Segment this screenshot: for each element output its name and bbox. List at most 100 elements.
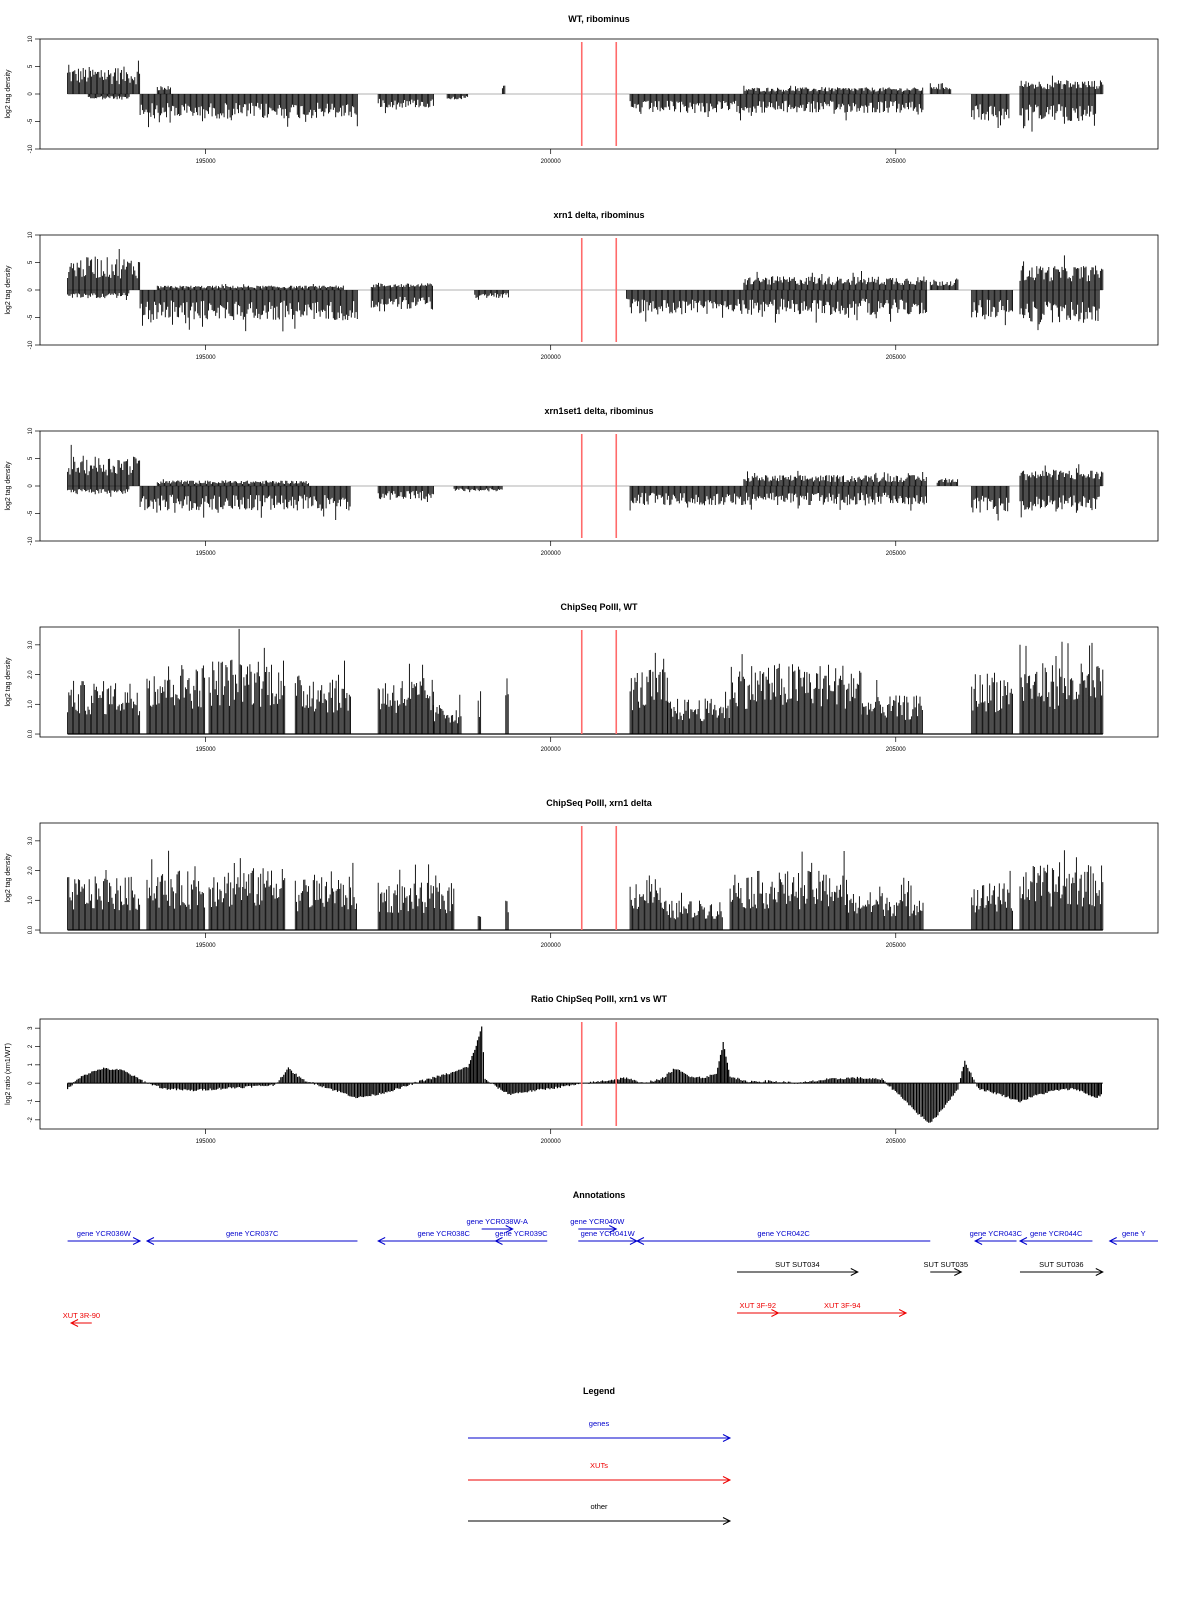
feature-label: gene YCR039C — [495, 1229, 548, 1238]
feature-label: gene YCR043C — [970, 1229, 1023, 1238]
signal-bars — [1019, 486, 1100, 518]
signal-segment — [1019, 486, 1100, 518]
chart-panel-6: Ratio ChipSeq PolII, xrn1 vs WT -2 -1 0 1 2 3 l… — [5, 994, 1159, 1145]
x-tick-label: 195000 — [196, 1139, 217, 1145]
signal-bars — [729, 654, 862, 734]
signal-segment — [660, 892, 723, 930]
chart-title: xrn1set1 delta, ribominus — [544, 406, 653, 416]
arrowhead-icon — [1095, 1268, 1104, 1276]
signal-segment — [370, 290, 433, 312]
x-tick-label: 200000 — [541, 747, 562, 753]
arrowhead-icon — [722, 1476, 732, 1484]
arrowhead-icon — [609, 1225, 618, 1233]
y-tick-label: -10 — [28, 340, 34, 349]
signal-segment — [67, 290, 130, 300]
signal-segment — [1019, 464, 1104, 486]
signal-segment — [629, 94, 924, 121]
x-tick-label: 200000 — [541, 355, 562, 361]
feature-annotation: XUT 3F-94 — [778, 1301, 908, 1317]
signal-bars — [1019, 464, 1104, 486]
y-axis-label: log2 tag density — [5, 69, 12, 119]
x-tick-label: 205000 — [886, 1139, 907, 1145]
signal-bars — [667, 691, 730, 734]
y-tick-label: 0.0 — [28, 729, 34, 738]
signal-segment — [1019, 850, 1104, 930]
signal-segment — [501, 85, 506, 94]
x-tick-label: 200000 — [541, 943, 562, 949]
legend-panel: Legend genes XUTs other — [468, 1386, 732, 1525]
legend-title: Legend — [583, 1386, 615, 1396]
signal-segment — [139, 486, 351, 520]
feature-annotation: gene YCR037C — [145, 1229, 358, 1245]
arrowhead-icon — [850, 1268, 859, 1276]
signal-segment — [377, 864, 455, 930]
signal-segment — [1019, 255, 1104, 290]
signal-segment — [87, 94, 130, 100]
ratio-area — [67, 1026, 1102, 1123]
signal-bars — [377, 864, 455, 930]
feature-label: gene YCR041W — [581, 1229, 636, 1238]
signal-segment — [929, 278, 959, 290]
arrowhead-icon — [145, 1237, 155, 1245]
x-tick-label: 205000 — [886, 159, 907, 165]
signal-segment — [477, 691, 482, 734]
feature-annotation: gene YCR041W — [578, 1229, 639, 1245]
signal-bars — [846, 877, 924, 930]
signal-bars — [67, 680, 141, 734]
arrowhead-icon — [722, 1434, 732, 1442]
signal-bars — [971, 870, 1013, 930]
feature-label: SUT SUT035 — [924, 1260, 968, 1269]
signal-segment — [729, 654, 862, 734]
signal-segment — [729, 851, 847, 930]
feature-annotation: gene YCR042C — [635, 1229, 931, 1245]
signal-segment — [474, 290, 509, 300]
annotations-title: Annotations — [573, 1190, 626, 1200]
signal-bars — [971, 290, 1013, 326]
signal-bars — [629, 486, 927, 511]
signal-bars — [156, 86, 171, 94]
signal-bars — [929, 278, 959, 290]
signal-bars — [474, 290, 509, 300]
feature-annotation: SUT SUT035 — [924, 1260, 968, 1276]
y-tick-label: 10 — [28, 231, 34, 238]
signal-bars — [477, 916, 482, 930]
signal-bars — [139, 290, 358, 332]
feature-label: SUT SUT036 — [1039, 1260, 1083, 1269]
y-tick-label: 3.0 — [28, 836, 34, 845]
signal-segment — [67, 249, 141, 290]
signal-bars — [146, 850, 206, 930]
arrowhead-icon — [377, 1237, 386, 1245]
signal-bars — [743, 470, 927, 486]
signal-bars — [453, 486, 503, 493]
signal-segment — [67, 680, 141, 734]
x-tick-label: 205000 — [886, 943, 907, 949]
signal-segment — [294, 660, 351, 734]
legend-label: other — [590, 1502, 608, 1511]
signal-segment — [505, 678, 509, 734]
signal-segment — [971, 870, 1013, 930]
feature-annotation: gene YCR036W — [67, 1229, 142, 1245]
signal-segment — [156, 284, 344, 290]
y-tick-label: 5 — [28, 260, 34, 264]
y-tick-label: 10 — [28, 427, 34, 434]
signal-segment — [156, 86, 171, 94]
signal-segment — [377, 663, 434, 734]
arrowhead-icon — [1018, 1237, 1028, 1245]
x-tick-label: 195000 — [196, 355, 217, 361]
signal-bars — [294, 660, 351, 734]
signal-bars — [971, 486, 1010, 521]
signal-bars — [1019, 255, 1104, 290]
signal-bars — [1019, 850, 1104, 930]
signal-bars — [1019, 641, 1104, 734]
signal-bars — [729, 851, 847, 930]
signal-bars — [67, 486, 130, 497]
feature-label: XUT 3R-90 — [63, 1311, 100, 1320]
signal-segment — [743, 470, 927, 486]
signal-segment — [377, 94, 434, 114]
plot-frame — [39, 822, 1159, 934]
feature-label: gene YCR037C — [226, 1229, 279, 1238]
signal-bars — [370, 282, 433, 290]
y-tick-label: 0 — [28, 288, 34, 292]
feature-annotation: XUT 3F-92 — [737, 1301, 780, 1317]
